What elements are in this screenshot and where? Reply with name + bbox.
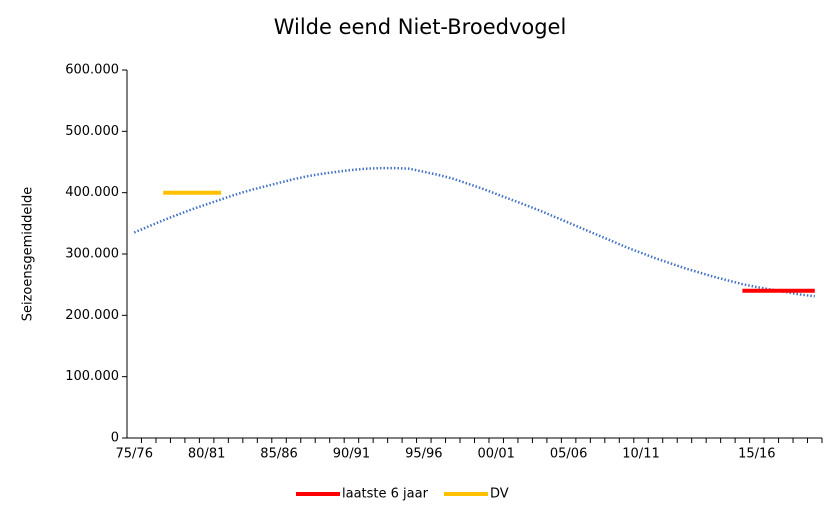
y-tick-label: 200.000	[65, 308, 119, 323]
trend-line	[133, 166, 815, 298]
x-tick-label: 10/11	[622, 447, 659, 462]
y-tick-label: 600.000	[65, 63, 119, 78]
y-tick-label: 100.000	[65, 369, 119, 384]
x-tick-label: 90/91	[333, 447, 370, 462]
legend-label: DV	[490, 487, 509, 502]
x-tick-label: 95/96	[405, 447, 442, 462]
x-tick-label: 75/76	[116, 447, 153, 462]
x-tick-label: 05/06	[550, 447, 587, 462]
x-tick-label: 85/86	[260, 447, 297, 462]
legend-label: laatste 6 jaar	[342, 487, 429, 502]
x-tick-label: 00/01	[477, 447, 514, 462]
x-tick-label: 80/81	[188, 447, 225, 462]
chart-title: Wilde eend Niet-Broedvogel	[274, 15, 567, 39]
y-axis-label: Seizoensgemiddelde	[21, 187, 36, 322]
y-tick-label: 0	[111, 431, 119, 446]
y-tick-label: 300.000	[65, 247, 119, 262]
x-tick-label: 15/16	[738, 447, 775, 462]
y-tick-label: 500.000	[65, 124, 119, 139]
y-tick-label: 400.000	[65, 185, 119, 200]
